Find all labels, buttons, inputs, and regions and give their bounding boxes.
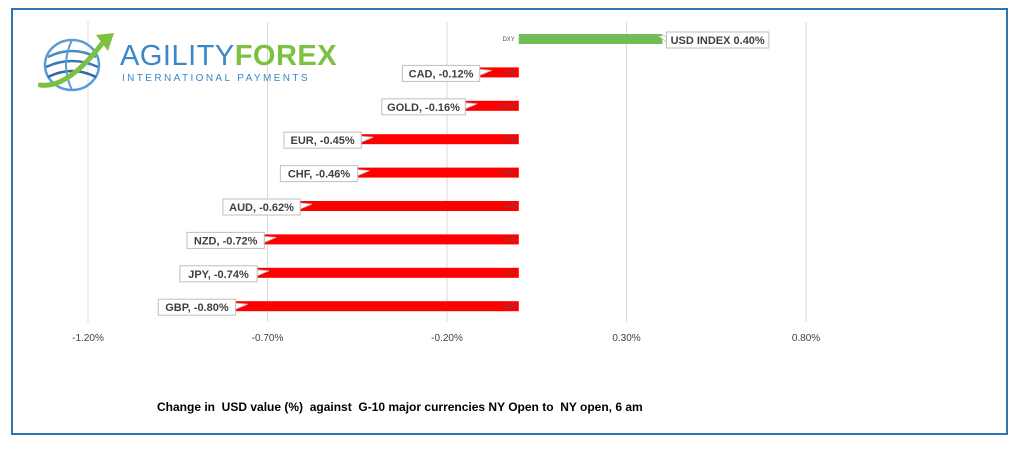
logo-wordmark: AGILITYFOREX: [120, 41, 337, 71]
svg-text:NZD, -0.72%: NZD, -0.72%: [194, 235, 258, 247]
category-label: EUR: [503, 137, 516, 143]
svg-text:JPY, -0.74%: JPY, -0.74%: [188, 269, 249, 281]
x-tick-label: -0.20%: [431, 333, 463, 344]
bar-chf: [353, 167, 519, 178]
x-tick-label: 0.80%: [792, 333, 820, 344]
category-label: GBP: [503, 304, 516, 310]
svg-text:GBP, -0.80%: GBP, -0.80%: [165, 302, 229, 314]
data-label: GBP, -0.80%: [157, 298, 248, 316]
data-label: CHF, -0.46%: [279, 165, 370, 183]
bar-jpy: [253, 267, 519, 278]
bar-gbp: [231, 301, 519, 312]
svg-text:GOLD, -0.16%: GOLD, -0.16%: [387, 102, 460, 114]
bar-gold: [461, 100, 519, 111]
logo-tagline: INTERNATIONAL PAYMENTS: [122, 73, 311, 84]
data-label: AUD, -0.62%: [222, 198, 313, 216]
x-axis-ticks: -1.20% -0.70% -0.20% 0.30% 0.80%: [72, 333, 820, 344]
bars: [231, 34, 663, 312]
bar-cad: [475, 67, 519, 78]
category-label: GOLD: [499, 104, 517, 110]
globe-arrow-icon: [38, 33, 114, 92]
data-label: USD INDEX 0.40%: [657, 31, 770, 49]
category-label: JPY: [505, 271, 516, 277]
category-label: NZD: [503, 237, 516, 243]
category-label: CAD: [503, 70, 516, 76]
data-label: GOLD, -0.16%: [381, 98, 478, 116]
svg-text:CHF, -0.46%: CHF, -0.46%: [288, 169, 351, 181]
svg-text:EUR, -0.45%: EUR, -0.45%: [290, 135, 354, 147]
chart-caption: Change in USD value (%) against G-10 maj…: [157, 400, 643, 414]
bar-nzd: [260, 234, 519, 245]
svg-text:CAD, -0.12%: CAD, -0.12%: [409, 68, 474, 80]
category-label: AUD: [503, 204, 516, 210]
logo-word-agility: AGILITY: [120, 40, 235, 72]
svg-text:USD INDEX 0.40%: USD INDEX 0.40%: [671, 35, 765, 47]
x-tick-label: -0.70%: [252, 333, 284, 344]
category-label: CHF: [503, 171, 516, 177]
logo-word-forex: FOREX: [234, 40, 338, 72]
svg-text:AUD, -0.62%: AUD, -0.62%: [229, 202, 294, 214]
chart-frame: [11, 8, 1008, 435]
data-label: EUR, -0.45%: [283, 131, 374, 149]
bar-aud: [296, 201, 519, 211]
data-label: NZD, -0.72%: [186, 231, 277, 249]
bar-dxy: [518, 34, 663, 44]
bar-eur: [357, 134, 519, 145]
company-logo: AGILITYFOREX INTERNATIONAL PAYMENTS: [38, 27, 337, 97]
x-tick-label: -1.20%: [72, 333, 104, 344]
x-tick-label: 0.30%: [612, 333, 640, 344]
category-label: DXY: [502, 37, 514, 43]
data-labels: DXY USD INDEX 0.40% CAD CAD, -0.12% GOLD GOLD…: [157, 31, 770, 316]
data-label: JPY, -0.74%: [179, 265, 270, 283]
data-label: CAD, -0.12%: [401, 64, 492, 82]
